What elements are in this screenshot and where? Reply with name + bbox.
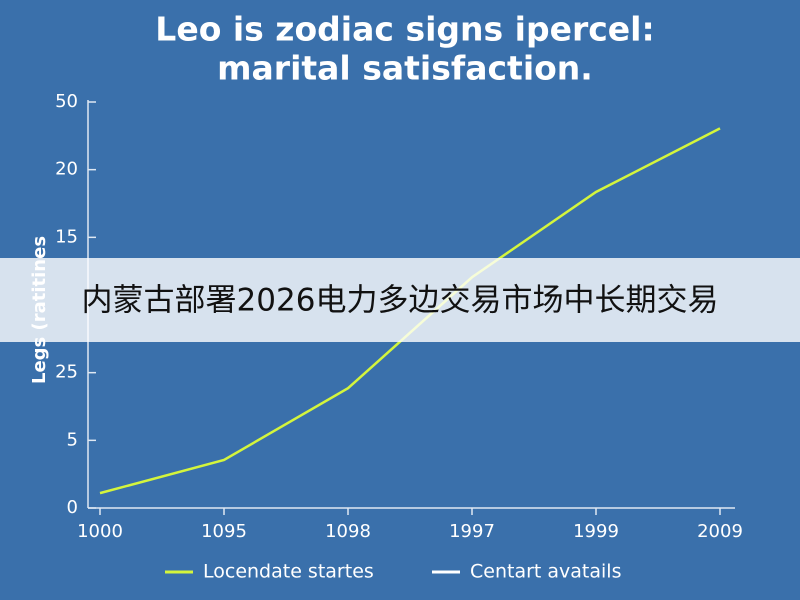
x-tick-label: 1997 <box>449 521 495 542</box>
y-tick-label: 5 <box>67 429 78 450</box>
x-tick-label: 1999 <box>573 521 619 542</box>
x-tick-label: 1098 <box>325 521 371 542</box>
banner <box>0 258 800 342</box>
y-tick-label: 50 <box>55 91 78 112</box>
y-tick-label: 25 <box>55 362 78 383</box>
y-tick-label: 20 <box>55 159 78 180</box>
legend-label: Locendate startes <box>203 561 374 583</box>
chart-title: marital satisfaction. <box>217 49 593 88</box>
x-tick-label: 2009 <box>697 521 743 542</box>
y-tick-label: 0 <box>67 497 78 518</box>
chart-title: Leo is zodiac signs ipercel: <box>155 10 654 49</box>
banner-text: 内蒙古部署2026电力多边交易市场中长期交易 <box>82 283 719 319</box>
x-tick-label: 1095 <box>201 521 247 542</box>
legend-label: Centart avatails <box>470 561 621 583</box>
y-tick-label: 15 <box>55 226 78 247</box>
x-tick-label: 1000 <box>77 521 123 542</box>
